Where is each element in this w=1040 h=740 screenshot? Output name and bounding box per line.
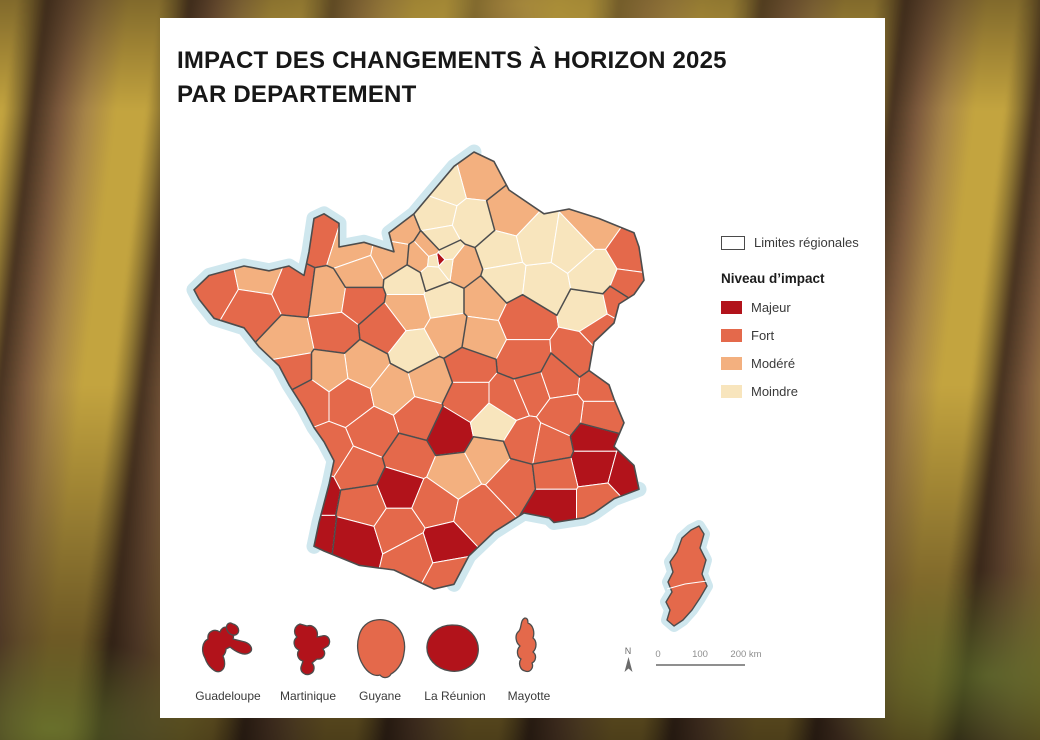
title-line-1: IMPACT DES CHANGEMENTS À HORIZON 2025 (177, 47, 727, 74)
impact-level-items: Majeur Fort Modéré Moindre (721, 300, 859, 399)
north-arrow: N (621, 647, 635, 678)
infographic-card: IMPACT DES CHANGEMENTS À HORIZON 2025 PA… (160, 18, 885, 718)
legend-swatch-majeur (721, 301, 742, 314)
corsica (665, 525, 708, 627)
territory-guadeloupe (201, 626, 253, 673)
title-line-2: PAR DEPARTEMENT (177, 81, 417, 108)
legend-item-moindre: Moindre (721, 384, 859, 399)
map-legend: Limites régionales Niveau d’impact Majeu… (721, 235, 859, 412)
departments-layer (194, 152, 644, 589)
legend-item-fort: Fort (721, 328, 859, 343)
department-67 (605, 152, 644, 290)
scale-tick-100: 100 (692, 649, 708, 660)
department-13 (517, 488, 577, 589)
scale-bar-line (656, 664, 745, 666)
regional-limits-item: Limites régionales (721, 235, 859, 250)
north-label: N (624, 646, 632, 656)
department-94 (438, 258, 454, 283)
department-50 (196, 152, 354, 269)
territory-martinique (293, 623, 331, 676)
territory-la-r-union (426, 624, 479, 672)
page-title: IMPACT DES CHANGEMENTS À HORIZON 2025 PA… (177, 44, 885, 112)
north-arrow-icon (624, 657, 632, 672)
regional-limits-label: Limites régionales (754, 235, 859, 250)
overseas-label-la-r-union: La Réunion (424, 689, 486, 703)
department-92 (427, 253, 440, 268)
overseas-label-guyane: Guyane (358, 689, 402, 703)
department-29 (194, 152, 239, 426)
legend-item-modere: Modéré (721, 356, 859, 371)
department-25 (578, 313, 644, 369)
scale-bar-labels: 0 100 200 km (655, 649, 776, 661)
territory-mayotte (515, 617, 537, 673)
france-coastline (193, 151, 645, 590)
france-departments-choropleth-map (186, 144, 713, 679)
territory-guyane (356, 619, 406, 679)
scale-tick-200: 200 km (730, 649, 762, 660)
map-scale-bar: 0 100 200 km (655, 649, 776, 666)
territory-guadeloupe (225, 622, 240, 636)
corsica-department-border (666, 580, 708, 590)
legend-label-moindre: Moindre (751, 384, 798, 399)
scale-tick-0: 0 (655, 649, 661, 660)
overseas-label-mayotte: Mayotte (507, 689, 551, 703)
legend-label-majeur: Majeur (751, 300, 791, 315)
department-85 (194, 352, 312, 458)
overseas-label-martinique: Martinique (279, 689, 337, 703)
overseas-label-guadeloupe: Guadeloupe (195, 689, 261, 703)
legend-item-majeur: Majeur (721, 300, 859, 315)
impact-level-legend-title: Niveau d’impact (721, 271, 825, 286)
legend-label-fort: Fort (751, 328, 775, 343)
region-borders (194, 152, 644, 589)
regional-limits-swatch-icon (721, 235, 745, 250)
legend-label-modere: Modéré (751, 356, 796, 371)
department-83 (576, 482, 644, 589)
legend-swatch-fort (721, 329, 742, 342)
legend-swatch-modere (721, 357, 742, 370)
legend-swatch-moindre (721, 385, 742, 398)
